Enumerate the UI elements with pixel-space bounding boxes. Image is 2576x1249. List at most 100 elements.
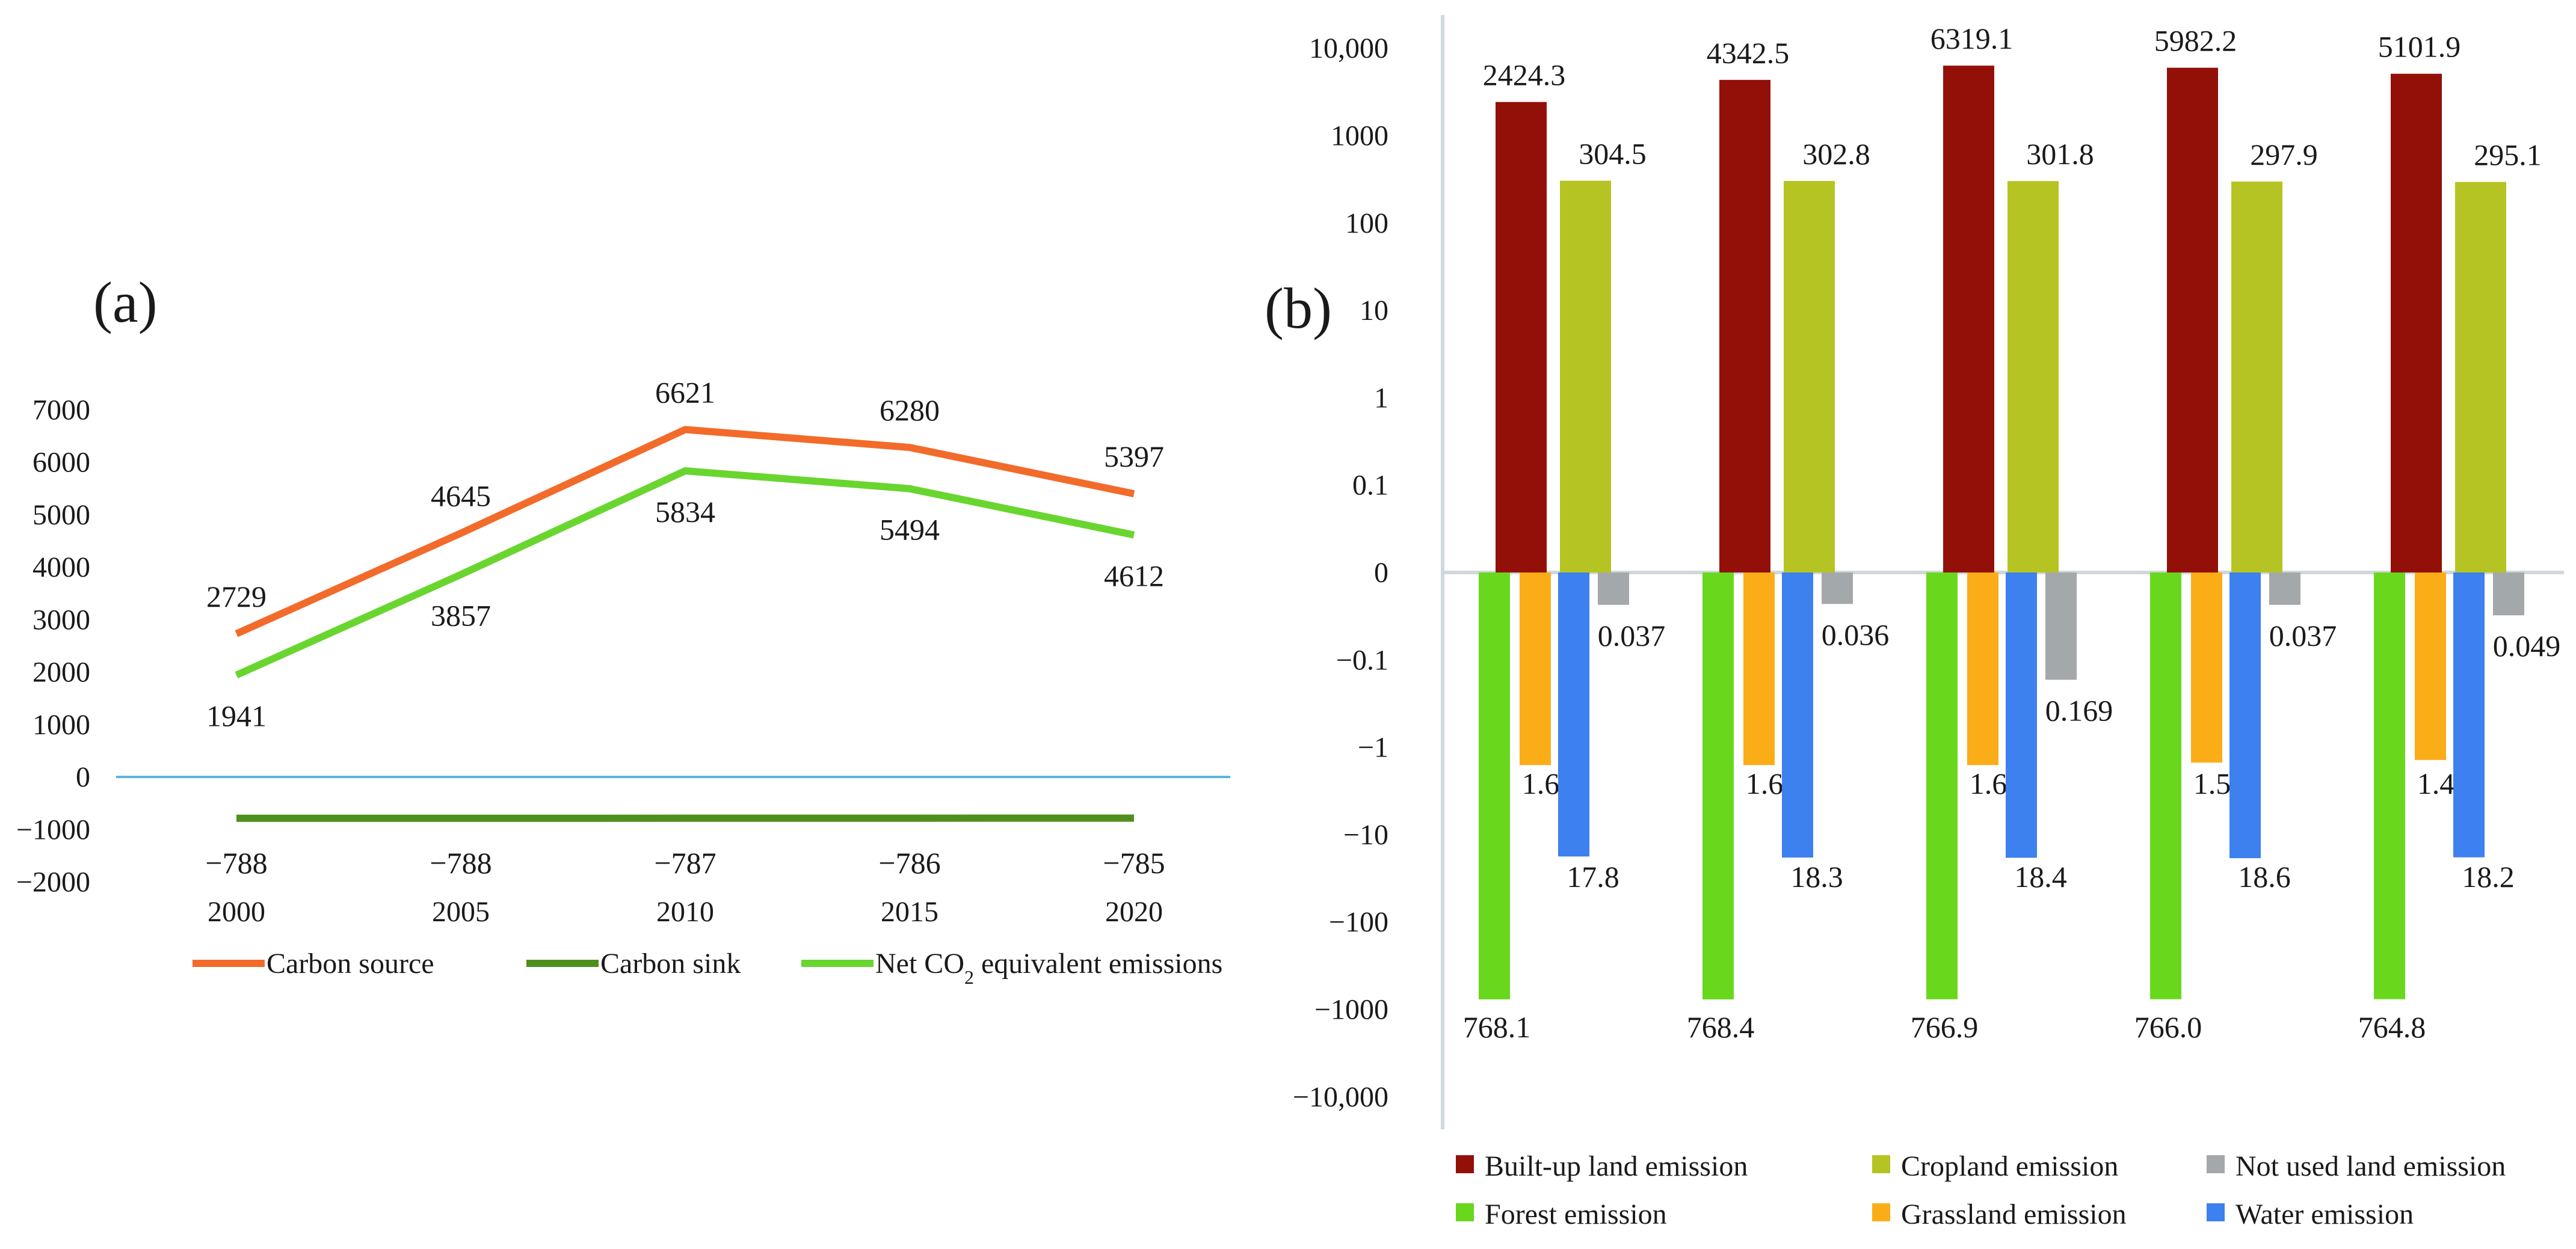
data-label: 17.8 bbox=[1567, 860, 1619, 894]
data-label: 1.6 bbox=[1970, 767, 2007, 800]
bar bbox=[2453, 572, 2485, 858]
data-label: 766.9 bbox=[1911, 1010, 1979, 1044]
series-line-3 bbox=[235, 467, 1135, 679]
legend-swatch bbox=[1456, 1155, 1474, 1173]
data-label: −785 bbox=[1103, 846, 1165, 880]
legend-swatch bbox=[1872, 1155, 1890, 1173]
data-label: 6319.1 bbox=[1930, 22, 2014, 55]
y-tick-label: −10 bbox=[1343, 819, 1388, 851]
panel-a-label: (a) bbox=[93, 270, 158, 334]
data-label: 5397 bbox=[1104, 440, 1164, 473]
y-tick-label: 1000 bbox=[1331, 120, 1388, 152]
bar bbox=[1782, 572, 1813, 858]
bar bbox=[1784, 180, 1835, 572]
bar bbox=[1702, 572, 1734, 999]
y-tick-label: 10,000 bbox=[1309, 32, 1388, 64]
x-tick-label: 2005 bbox=[432, 896, 490, 928]
bar bbox=[1520, 572, 1551, 766]
y-tick-label: 5000 bbox=[32, 499, 90, 531]
bar bbox=[2231, 181, 2282, 572]
data-label: 4612 bbox=[1104, 559, 1164, 593]
legend-swatch bbox=[1456, 1203, 1474, 1221]
x-tick-label: 2010 bbox=[656, 896, 714, 928]
data-label: 18.6 bbox=[2238, 860, 2291, 894]
bar bbox=[2391, 73, 2442, 572]
bar bbox=[2167, 67, 2218, 572]
bar bbox=[1560, 180, 1611, 572]
x-tick-label: 2020 bbox=[1105, 896, 1163, 928]
data-label: 2729 bbox=[206, 580, 267, 613]
data-label: −787 bbox=[654, 846, 716, 880]
x-tick-label: 2000 bbox=[208, 896, 265, 928]
bar bbox=[1926, 572, 1958, 999]
legend-label: Not used land emission bbox=[2236, 1150, 2506, 1182]
bar bbox=[1479, 572, 1510, 999]
data-label: 1.6 bbox=[1522, 767, 1560, 800]
data-label: 766.0 bbox=[2134, 1010, 2202, 1044]
data-label: 18.3 bbox=[1790, 860, 1843, 894]
legend-label: Forest emission bbox=[1485, 1198, 1667, 1230]
y-tick-label: −1 bbox=[1358, 732, 1388, 764]
panel-b-bar-chart: (b) 10,000 1000 100 10 1 0.1 0 −0.1 −1 −10 −100 −10… bbox=[1265, 15, 2564, 1230]
y-tick-label: 4000 bbox=[32, 551, 90, 583]
data-label: 6621 bbox=[655, 375, 715, 409]
data-label: 5834 bbox=[655, 495, 715, 529]
bar bbox=[2150, 572, 2181, 999]
data-label: 5101.9 bbox=[2378, 30, 2461, 64]
data-label: 304.5 bbox=[1579, 137, 1647, 171]
bar bbox=[1743, 572, 1775, 766]
x-tick-label: 2015 bbox=[881, 896, 938, 928]
data-label: 3857 bbox=[431, 598, 491, 632]
legend-label: Cropland emission bbox=[1901, 1150, 2118, 1182]
bar bbox=[1719, 79, 1770, 572]
data-label: 6280 bbox=[880, 393, 940, 427]
legend-label: Built-up land emission bbox=[1485, 1150, 1748, 1182]
legend-swatch bbox=[1872, 1203, 1890, 1221]
bar bbox=[2006, 572, 2037, 858]
y-tick-label: −2000 bbox=[16, 867, 90, 898]
y-tick-label: −0.1 bbox=[1336, 644, 1388, 676]
data-label: 4645 bbox=[431, 479, 491, 513]
y-tick-label: 1 bbox=[1374, 382, 1388, 414]
data-label: 18.4 bbox=[2014, 860, 2067, 894]
bar bbox=[1822, 572, 1853, 604]
y-tick-label: 0 bbox=[1374, 557, 1388, 589]
data-label: 0.036 bbox=[1822, 618, 1890, 651]
legend-label: Net CO2 equivalent emissions bbox=[875, 948, 1222, 988]
data-label: 1.6 bbox=[1746, 767, 1784, 800]
data-label: 302.8 bbox=[1802, 137, 1870, 171]
panel-a-line-chart: (a) 7000 6000 5000 4000 3000 2000 1000 0 −1000 −2… bbox=[16, 270, 1230, 988]
data-label: 0.169 bbox=[2045, 693, 2113, 727]
data-label: 764.8 bbox=[2358, 1010, 2426, 1044]
y-tick-label: −100 bbox=[1329, 906, 1388, 938]
y-tick-label: 6000 bbox=[32, 447, 90, 479]
bar bbox=[2269, 572, 2300, 605]
data-label: 0.049 bbox=[2493, 629, 2561, 663]
bar bbox=[2007, 181, 2059, 572]
data-label: 5494 bbox=[880, 513, 940, 547]
data-label: 768.4 bbox=[1687, 1010, 1755, 1044]
panel-b-label: (b) bbox=[1265, 276, 1332, 340]
y-tick-label: 2000 bbox=[32, 657, 90, 689]
bar bbox=[1558, 572, 1589, 857]
data-label: 5982.2 bbox=[2154, 24, 2237, 58]
bar bbox=[1496, 102, 1547, 572]
data-label: −788 bbox=[430, 846, 491, 880]
bar bbox=[2374, 572, 2405, 999]
bar bbox=[2455, 182, 2506, 572]
data-label: 4342.5 bbox=[1707, 36, 1790, 70]
data-label: −788 bbox=[205, 846, 267, 880]
bar bbox=[2493, 572, 2524, 616]
data-label: 1941 bbox=[206, 699, 267, 733]
data-label: 1.5 bbox=[2193, 767, 2231, 800]
bar bbox=[2229, 572, 2261, 859]
legend-label: Water emission bbox=[2236, 1198, 2414, 1230]
bar bbox=[1967, 572, 1998, 766]
data-label: 295.1 bbox=[2474, 138, 2542, 172]
bar bbox=[2191, 572, 2222, 763]
bar bbox=[1598, 572, 1629, 605]
data-label: −786 bbox=[878, 846, 940, 880]
legend-swatch bbox=[2207, 1203, 2225, 1221]
data-label: 0.037 bbox=[2269, 619, 2337, 652]
data-label: 297.9 bbox=[2250, 138, 2318, 171]
